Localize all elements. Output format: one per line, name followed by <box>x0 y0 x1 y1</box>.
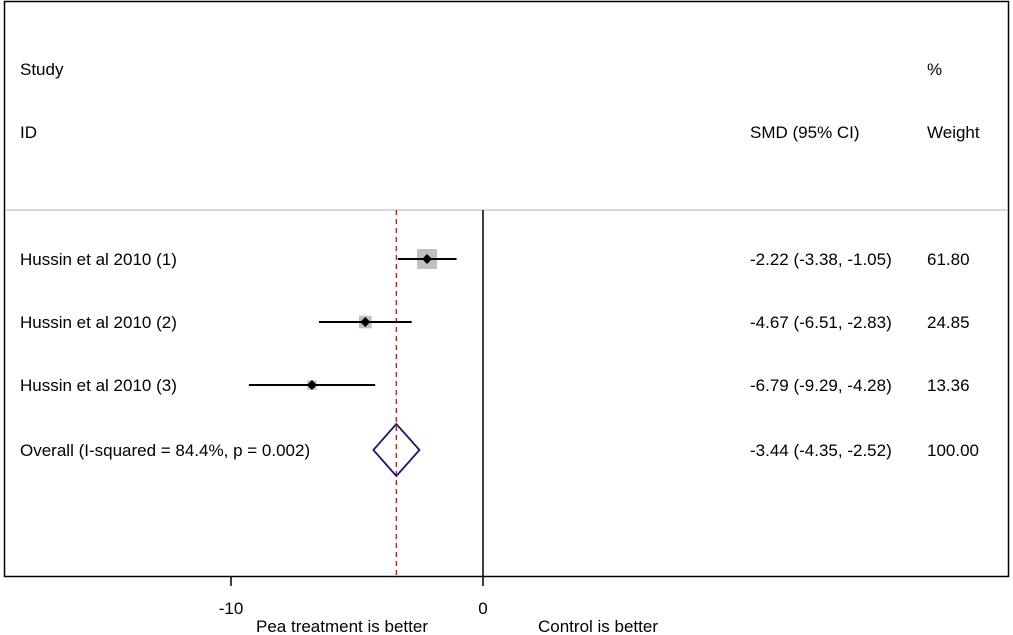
study-ci-1: -2.22 (-3.38, -1.05) <box>750 250 892 269</box>
study-ci-3: -6.79 (-9.29, -4.28) <box>750 376 892 395</box>
x-tick-label: -10 <box>219 599 244 618</box>
overall-label: Overall (I-squared = 84.4%, p = 0.002) <box>20 441 310 460</box>
study-label-2: Hussin et al 2010 (2) <box>20 313 177 332</box>
x-tick-label: 0 <box>478 599 487 618</box>
overall-weight: 100.00 <box>927 441 979 460</box>
study-label-3: Hussin et al 2010 (3) <box>20 376 177 395</box>
point-estimate-2 <box>360 317 371 327</box>
header-effect: SMD (95% CI) <box>750 123 860 142</box>
study-label-1: Hussin et al 2010 (1) <box>20 250 177 269</box>
overall-diamond <box>372 422 421 478</box>
study-weight-3: 13.36 <box>927 376 970 395</box>
direction-label-left: Pea treatment is better <box>256 617 428 635</box>
header-study: Study <box>20 60 64 79</box>
study-ci-2: -4.67 (-6.51, -2.83) <box>750 313 892 332</box>
plot-frame <box>3 0 1010 578</box>
header-id: ID <box>20 123 37 142</box>
header-percent: % <box>927 60 942 79</box>
study-weight-2: 24.85 <box>927 313 970 332</box>
direction-label-right: Control is better <box>538 617 658 635</box>
point-estimate-1 <box>422 254 433 264</box>
point-estimate-3 <box>306 380 317 390</box>
header-weight: Weight <box>927 123 980 142</box>
study-weight-1: 61.80 <box>927 250 970 269</box>
overall-ci: -3.44 (-4.35, -2.52) <box>750 441 892 460</box>
